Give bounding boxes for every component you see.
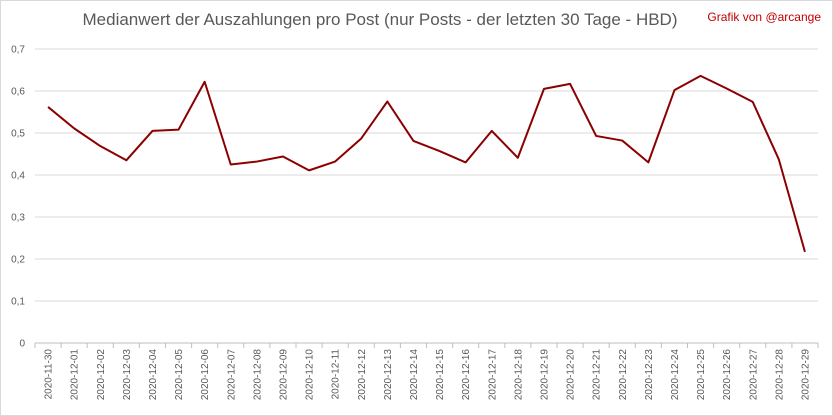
x-tick-label: 2020-12-10 bbox=[305, 349, 316, 401]
x-tick-label: 2020-12-21 bbox=[592, 349, 603, 401]
x-tick-label: 2020-12-26 bbox=[722, 349, 733, 401]
x-tick-label: 2020-12-15 bbox=[435, 349, 446, 401]
x-tick-label: 2020-12-05 bbox=[174, 349, 185, 401]
series-line bbox=[47, 74, 806, 253]
x-tick-label: 2020-12-17 bbox=[487, 349, 498, 401]
y-tick-label: 0,3 bbox=[11, 213, 25, 224]
x-tick-label: 2020-12-19 bbox=[539, 349, 550, 401]
x-tick-label: 2020-12-23 bbox=[644, 349, 655, 401]
x-tick-label: 2020-12-11 bbox=[331, 349, 342, 400]
x-tick-label: 2020-12-04 bbox=[148, 349, 159, 401]
x-tick-label: 2020-12-09 bbox=[278, 349, 289, 401]
y-tick-label: 0,5 bbox=[11, 129, 25, 140]
x-tick-label: 2020-12-27 bbox=[748, 349, 759, 401]
y-tick-label: 0,4 bbox=[11, 171, 25, 182]
y-tick-label: 0,7 bbox=[11, 45, 25, 56]
y-axis-ticks: 0 0,1 0,2 0,3 0,4 0,5 0,6 0,7 bbox=[11, 45, 25, 350]
x-tick-label: 2020-12-07 bbox=[226, 349, 237, 401]
x-tick-label: 2020-12-14 bbox=[409, 349, 420, 401]
y-tick-label: 0,2 bbox=[11, 255, 25, 266]
y-tick-label: 0,6 bbox=[11, 87, 25, 98]
x-tick-label: 2020-11-30 bbox=[44, 349, 55, 400]
x-tick-label: 2020-12-12 bbox=[357, 349, 368, 401]
x-tick-label: 2020-12-20 bbox=[566, 349, 577, 401]
chart-credit: Grafik von @arcange bbox=[707, 10, 821, 24]
x-tick-label: 2020-12-08 bbox=[252, 349, 263, 401]
chart-title: Medianwert der Auszahlungen pro Post (nu… bbox=[82, 10, 678, 29]
x-tick-label: 2020-12-22 bbox=[618, 349, 629, 401]
x-tick-label: 2020-12-03 bbox=[122, 349, 133, 401]
x-tick-label: 2020-12-02 bbox=[96, 349, 107, 401]
x-tick-label: 2020-12-28 bbox=[774, 349, 785, 401]
x-axis-ticks: 2020-11-30 2020-12-01 2020-12-02 2020-12-03… bbox=[34, 343, 819, 401]
gridlines bbox=[35, 48, 818, 344]
x-tick-label: 2020-12-06 bbox=[200, 349, 211, 401]
x-tick-label: 2020-12-01 bbox=[70, 349, 81, 401]
x-tick-label: 2020-12-25 bbox=[696, 349, 707, 401]
x-tick-label: 2020-12-13 bbox=[383, 349, 394, 401]
x-tick-label: 2020-12-18 bbox=[513, 349, 524, 401]
y-tick-label: 0 bbox=[19, 339, 25, 350]
x-tick-label: 2020-12-24 bbox=[670, 349, 681, 401]
x-tick-label: 2020-12-29 bbox=[800, 349, 811, 401]
y-tick-label: 0,1 bbox=[11, 297, 25, 308]
x-tick-label: 2020-12-16 bbox=[461, 349, 472, 401]
